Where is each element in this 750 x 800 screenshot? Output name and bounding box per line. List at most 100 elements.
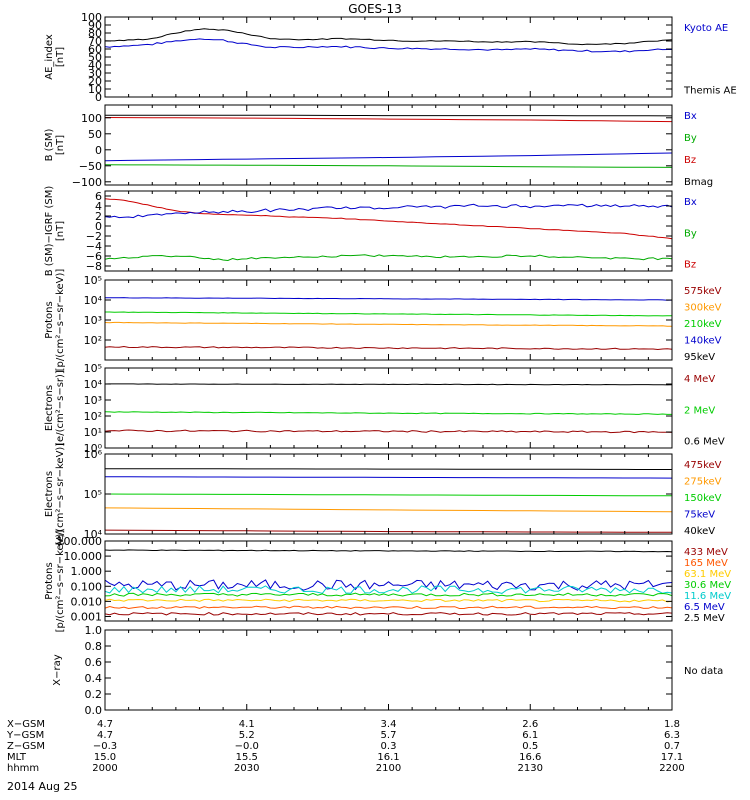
legend-item: 475keV xyxy=(684,460,722,471)
series-line-bx xyxy=(105,203,672,219)
legend-item: Bz xyxy=(684,155,696,166)
series-group xyxy=(105,198,672,262)
legend-item: Themis AE xyxy=(683,86,737,97)
y-tick-label: 50 xyxy=(88,128,102,141)
series-line-2-5-mev xyxy=(105,549,672,553)
y-tick-label: 0.2 xyxy=(85,688,103,701)
ephemeris-value: 2.6 xyxy=(522,719,538,730)
legend-item: 2.5 MeV xyxy=(684,613,725,624)
y-tick-label: 1.0 xyxy=(85,624,103,637)
y-tick-label: −4 xyxy=(86,240,102,253)
y-tick-label: −6 xyxy=(86,250,102,263)
ephemeris-value: 16.6 xyxy=(519,752,541,763)
y-axis-label: X−ray xyxy=(52,654,63,685)
series-line-kyoto-ae xyxy=(105,38,672,53)
ephemeris-value: 16.1 xyxy=(377,752,399,763)
y-tick-label: 10² xyxy=(84,410,102,423)
y-tick-label: 6 xyxy=(95,190,102,203)
series-group xyxy=(105,549,672,616)
y-axis-label: [e/(cm²−s−sr)] xyxy=(55,370,66,446)
y-tick-label: −2 xyxy=(86,230,102,243)
series-line-11-6-mev xyxy=(105,585,672,594)
ephemeris-value: −0.0 xyxy=(235,741,259,752)
legend-item: 11.6 MeV xyxy=(684,591,731,602)
series-group xyxy=(105,28,672,53)
y-tick-label: 10⁰ xyxy=(84,442,103,455)
ephemeris-value: 4.7 xyxy=(97,719,113,730)
panel-4: 10² 10³ 10⁴ 10⁵ Protons [p/(cm²−s−sr−keV)] 575… xyxy=(44,269,722,372)
legend-item: Bx xyxy=(684,111,697,122)
legend-item: 4 MeV xyxy=(684,374,715,385)
legend-item: 210keV xyxy=(684,319,722,330)
y-axis-label: [e/(cm²−s−sr−keV)] xyxy=(55,443,66,546)
y-tick-label: 10⁴ xyxy=(84,528,103,541)
ephemeris-table: X−GSM 4.7 4.1 3.4 2.6 1.8 Y−GSM 4.7 5.2 5.7 6.1 6.3… xyxy=(6,719,685,774)
legend-item: 275keV xyxy=(684,477,722,488)
y-tick-label: 30 xyxy=(88,67,102,80)
legend-item: Kyoto AE xyxy=(684,23,728,34)
ephemeris-row-label: X−GSM xyxy=(7,719,45,730)
y-tick-label: 10⁵ xyxy=(84,488,102,501)
y-axis-label: Electrons xyxy=(44,385,55,431)
panel-5: 10⁰ 10¹ 10² 10³ 10⁴ 10⁵ Electrons [e/(cm²−s−sr)… xyxy=(44,362,725,455)
ephemeris-value: 2000 xyxy=(92,763,117,774)
series-group xyxy=(105,297,672,351)
no-data-note: No data xyxy=(684,666,723,677)
series-line-275kev xyxy=(105,507,672,513)
legend-item: 95keV xyxy=(684,352,715,363)
y-tick-label: 20 xyxy=(88,75,102,88)
y-tick-label: 10⁵ xyxy=(84,362,102,375)
y-axis-label: Protons xyxy=(44,562,55,599)
ephemeris-value: 0.5 xyxy=(522,741,538,752)
legend-item: 433 MeV xyxy=(684,547,728,558)
y-tick-label: 40 xyxy=(88,59,102,72)
ephemeris-value: 0.3 xyxy=(381,741,397,752)
y-tick-label: 80 xyxy=(88,27,102,40)
ephemeris-value: 0.7 xyxy=(664,741,680,752)
series-line-150kev xyxy=(105,493,672,497)
panel-8: 0.0 0.2 0.4 0.6 0.8 1.0 X−ray No data xyxy=(52,624,723,717)
legend-item: 63.1 MeV xyxy=(684,569,731,580)
panel-frame xyxy=(104,367,673,449)
series-line-themis-ae xyxy=(105,28,672,46)
y-tick-label: 10³ xyxy=(84,394,102,407)
ephemeris-value: 2130 xyxy=(518,763,543,774)
y-tick-label: 10¹ xyxy=(84,426,102,439)
legend-item: 75keV xyxy=(684,510,715,521)
panel-6: 10⁴ 10⁵ 10⁶ Electrons [e/(cm²−s−sr−keV)] 475k… xyxy=(44,443,722,546)
series-line-30-6-mev xyxy=(105,592,672,597)
y-axis-label: B (SM)−IGRF (SM) xyxy=(44,186,55,277)
legend-item: 0.6 MeV xyxy=(684,437,725,448)
y-axis-label: [p/(cm²−s−sr−keV)] xyxy=(55,530,66,633)
panel-7: 0.001 0.010 0.100 1.000 10.000 100.000 Protons… xyxy=(44,530,731,633)
y-tick-label: 10⁵ xyxy=(84,274,102,287)
y-tick-label: 0.4 xyxy=(85,672,103,685)
series-line-140kev xyxy=(105,297,672,301)
series-line-4-mev xyxy=(105,429,672,434)
legend-item: By xyxy=(684,228,697,239)
panel-2: −100 −50 0 50 100 B (SM) [nT] Bx By Bz Bmag xyxy=(44,104,713,189)
legend-item: Bmag xyxy=(684,177,713,188)
legend-item: 140keV xyxy=(684,336,722,347)
series-line-by xyxy=(105,254,672,262)
series-line-bz xyxy=(105,117,672,123)
ephemeris-row-label: MLT xyxy=(7,752,27,763)
ephemeris-value: 15.0 xyxy=(94,752,116,763)
ephemeris-value: 5.2 xyxy=(239,730,255,741)
ephemeris-value: −0.3 xyxy=(93,741,117,752)
panel-frame xyxy=(104,104,673,186)
ephemeris-value: 17.1 xyxy=(661,752,683,763)
series-line-433-mev xyxy=(105,612,672,616)
y-tick-label: 10⁴ xyxy=(84,294,103,307)
y-tick-label: 10.000 xyxy=(64,550,103,563)
y-tick-label: 10⁴ xyxy=(84,378,103,391)
legend-item: 300keV xyxy=(684,303,722,314)
y-tick-label: 10³ xyxy=(84,314,102,327)
series-group xyxy=(105,468,672,533)
legend-item: 165 MeV xyxy=(684,558,728,569)
ephemeris-value: 1.8 xyxy=(664,719,680,730)
y-tick-label: 0.0 xyxy=(85,704,103,717)
legend-item: 30.6 MeV xyxy=(684,580,731,591)
